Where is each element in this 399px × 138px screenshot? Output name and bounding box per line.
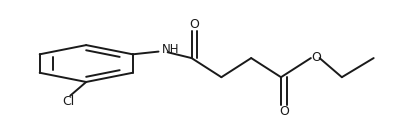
Text: NH: NH: [162, 43, 179, 56]
Text: O: O: [190, 18, 199, 31]
Text: Cl: Cl: [62, 95, 74, 108]
Text: O: O: [279, 105, 289, 118]
Text: O: O: [311, 51, 321, 64]
